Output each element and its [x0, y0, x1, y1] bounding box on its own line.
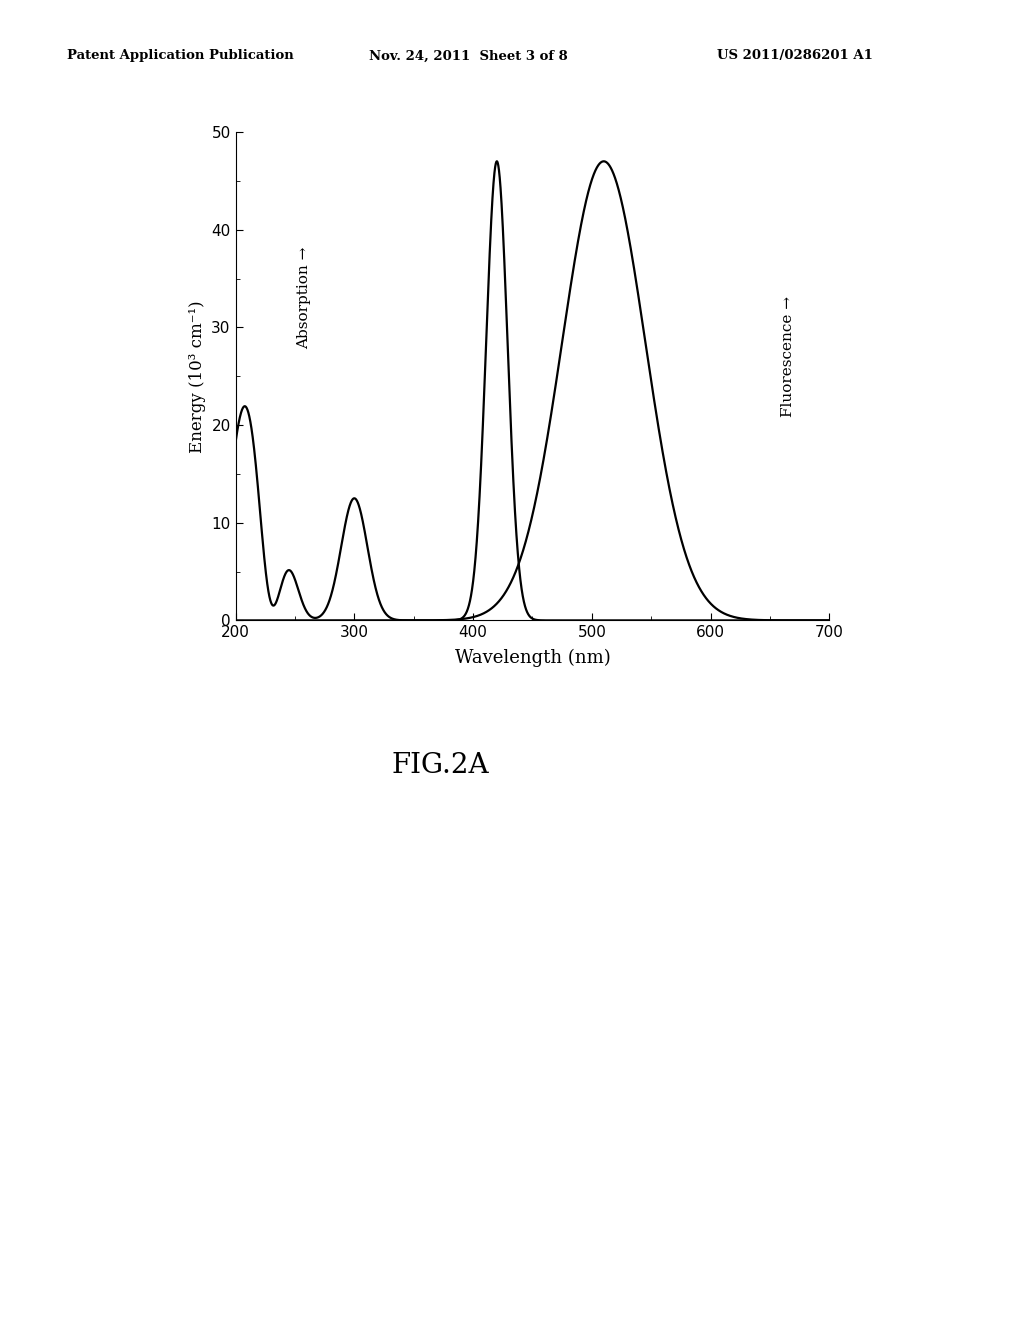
Text: Absorption →: Absorption →: [297, 247, 311, 350]
X-axis label: Wavelength (nm): Wavelength (nm): [455, 648, 610, 667]
Text: FIG.2A: FIG.2A: [391, 752, 489, 779]
Text: Nov. 24, 2011  Sheet 3 of 8: Nov. 24, 2011 Sheet 3 of 8: [369, 49, 567, 62]
Y-axis label: Energy (10³ cm⁻¹): Energy (10³ cm⁻¹): [188, 300, 206, 453]
Text: Fluorescence →: Fluorescence →: [781, 296, 795, 417]
Text: Patent Application Publication: Patent Application Publication: [67, 49, 293, 62]
Text: US 2011/0286201 A1: US 2011/0286201 A1: [717, 49, 872, 62]
